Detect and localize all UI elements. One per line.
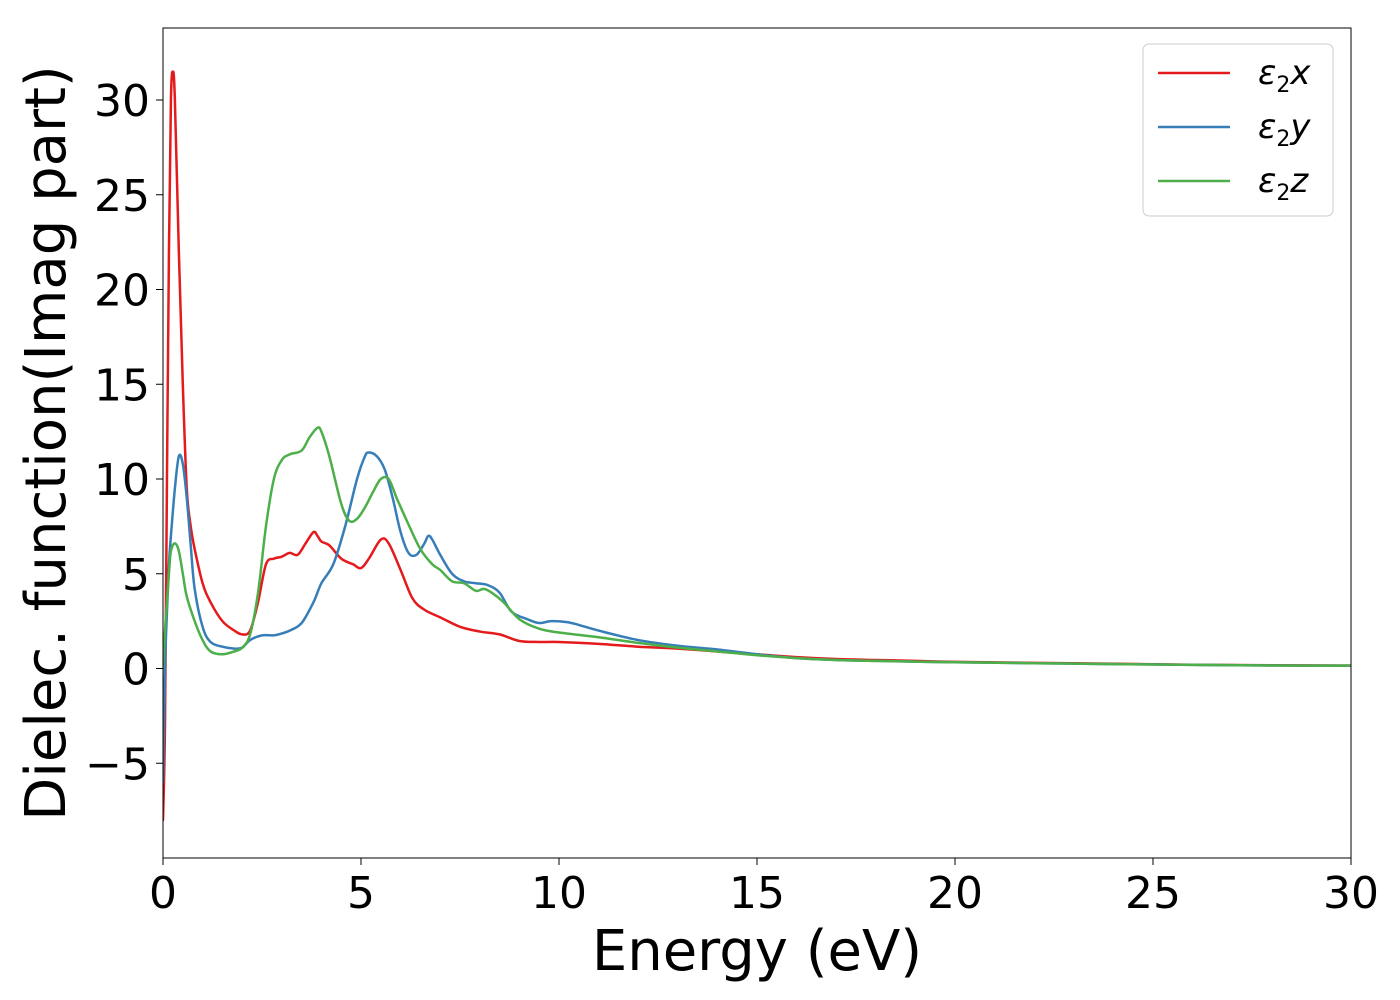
x-tick-label: 30 bbox=[1323, 868, 1379, 919]
series-line-y bbox=[163, 451, 1351, 784]
x-axis-label: Energy (eV) bbox=[592, 919, 922, 984]
y-tick-label: −5 bbox=[85, 739, 150, 790]
y-axis-label: Dielec. function(Imag part) bbox=[14, 65, 79, 821]
y-tick-label: 0 bbox=[122, 645, 150, 696]
y-axis: −5 0 5 10 15 20 25 30 bbox=[85, 76, 163, 790]
y-tick-label: 20 bbox=[94, 266, 150, 317]
legend: ε2x ε2y ε2z bbox=[1142, 43, 1334, 217]
x-axis: 0 5 10 15 20 25 30 bbox=[149, 858, 1379, 919]
legend-label-z: ε2z bbox=[1258, 161, 1309, 206]
legend-frame bbox=[1142, 43, 1334, 217]
x-tick-label: 20 bbox=[927, 868, 983, 919]
legend-label-y: ε2y bbox=[1258, 107, 1311, 152]
y-tick-label: 5 bbox=[122, 550, 150, 601]
y-tick-label: 25 bbox=[94, 171, 150, 222]
x-tick-label: 15 bbox=[729, 868, 785, 919]
x-tick-label: 25 bbox=[1125, 868, 1181, 919]
y-tick-label: 15 bbox=[94, 360, 150, 411]
x-tick-label: 0 bbox=[149, 868, 177, 919]
x-tick-label: 5 bbox=[347, 868, 375, 919]
legend-label-x: ε2x bbox=[1258, 53, 1311, 98]
y-tick-label: 10 bbox=[94, 455, 150, 506]
series-line-z bbox=[163, 426, 1351, 670]
x-tick-label: 10 bbox=[531, 868, 587, 919]
series-layer bbox=[163, 70, 1351, 822]
y-tick-label: 30 bbox=[94, 76, 150, 127]
